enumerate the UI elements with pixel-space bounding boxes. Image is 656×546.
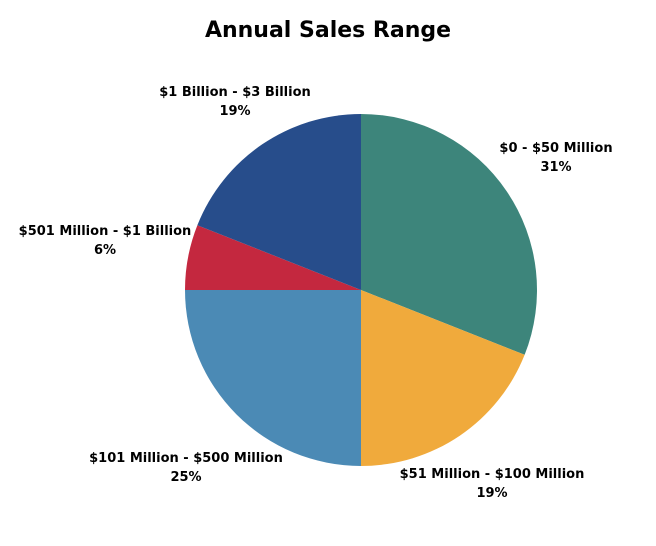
pie-slice-2 xyxy=(361,290,525,466)
slice-category-label: $1 Billion - $3 Billion xyxy=(159,85,311,100)
slice-category-label: $101 Million - $500 Million xyxy=(89,451,283,466)
slice-value-label: 19% xyxy=(476,486,507,501)
slice-category-label: $501 Million - $1 Billion xyxy=(19,224,192,239)
pie-slices xyxy=(185,114,537,466)
pie-slice-5 xyxy=(197,114,361,290)
slice-value-label: 19% xyxy=(219,104,250,119)
pie-slice-4 xyxy=(185,225,361,290)
pie-slice-3 xyxy=(185,290,361,466)
slice-labels: $0 - $50 Million 31% $51 Million - $100 Mi… xyxy=(19,85,613,501)
slice-value-label: 6% xyxy=(94,243,116,258)
slice-value-label: 25% xyxy=(170,470,201,485)
chart-title: Annual Sales Range xyxy=(204,18,452,43)
pie-slice-1 xyxy=(361,114,537,355)
slice-category-label: $51 Million - $100 Million xyxy=(400,467,585,482)
slice-value-label: 31% xyxy=(540,160,571,175)
slice-category-label: $0 - $50 Million xyxy=(499,141,612,156)
